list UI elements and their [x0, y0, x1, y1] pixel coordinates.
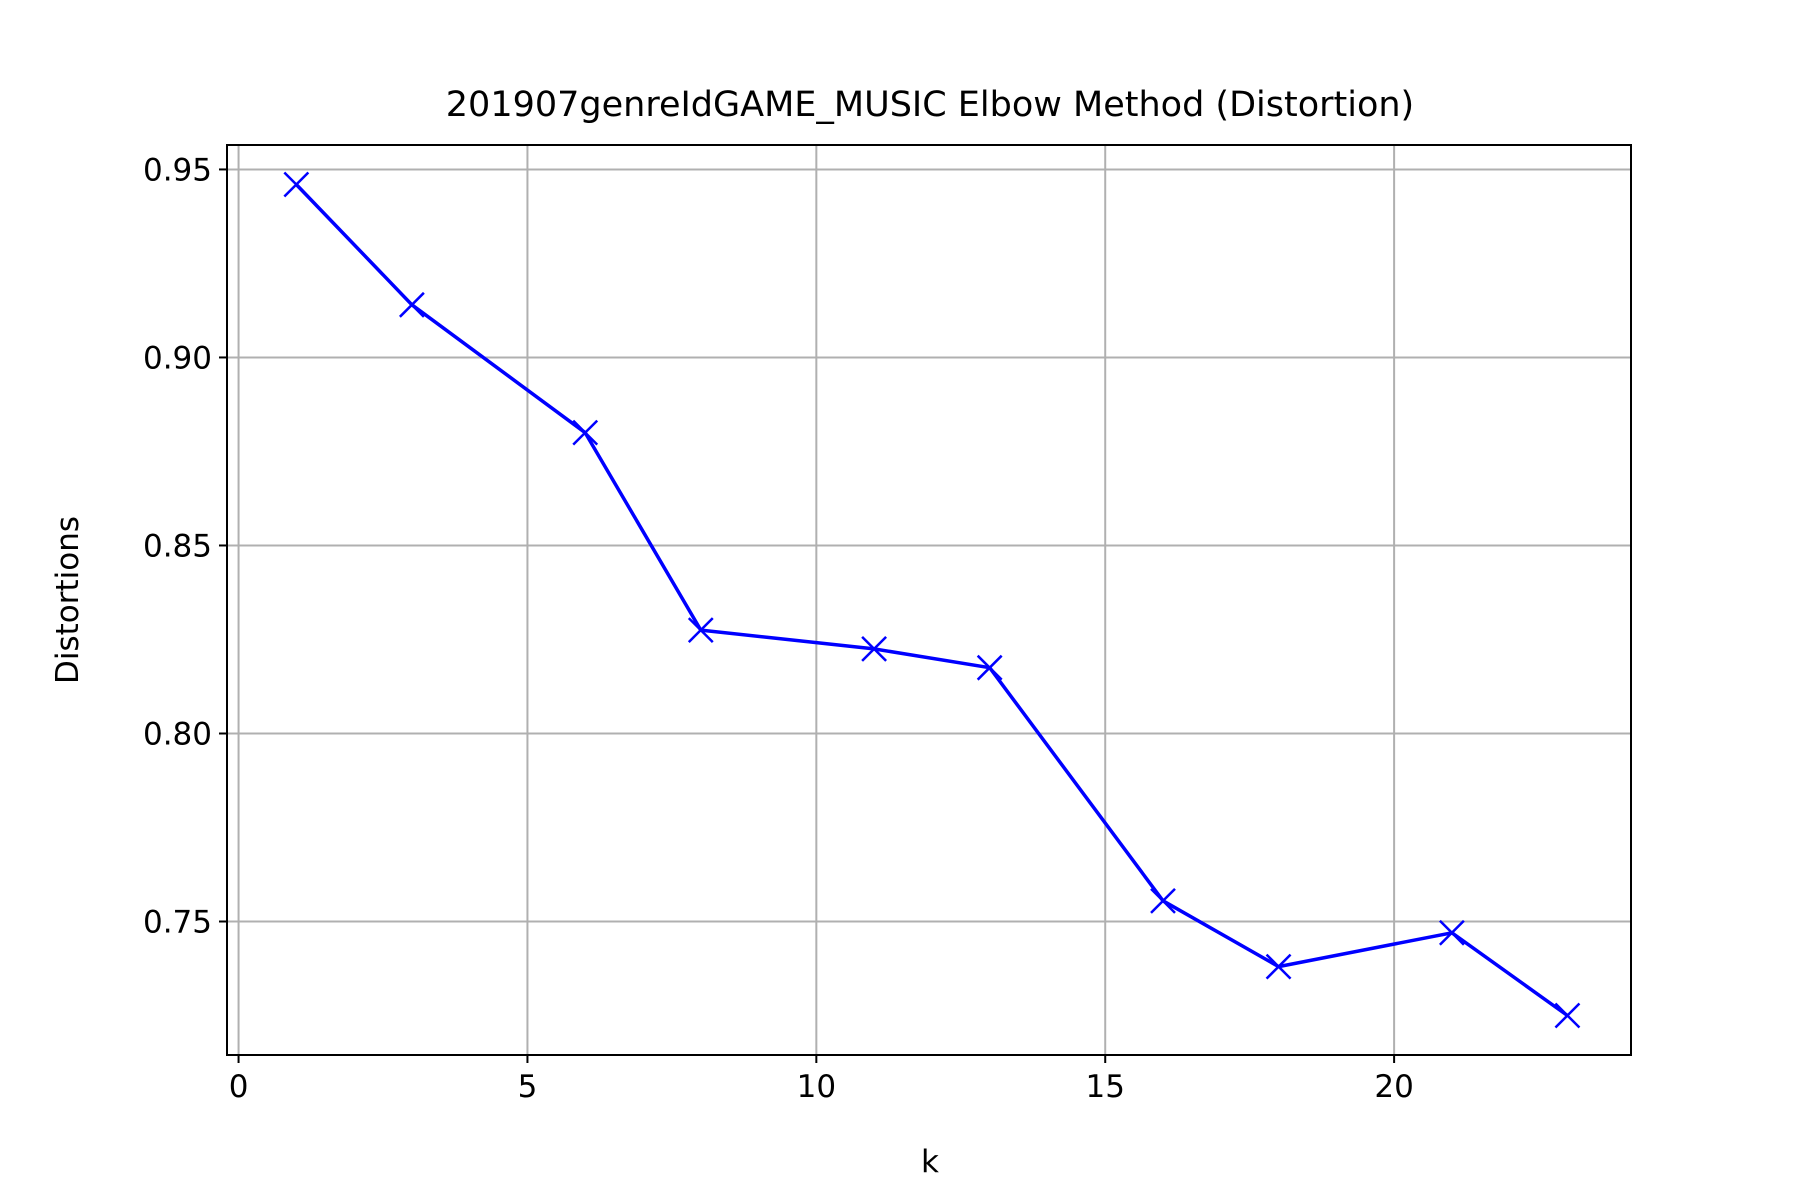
data-point-marker	[687, 617, 714, 643]
y-tick-label: 0.85	[143, 528, 212, 564]
y-tick-label: 0.75	[143, 905, 212, 941]
x-tick-label: 20	[1374, 1069, 1413, 1105]
x-tick-label: 10	[797, 1069, 836, 1105]
y-axis-label: Distortions	[50, 516, 86, 684]
data-point-marker	[1554, 1002, 1581, 1029]
x-tick-label: 5	[518, 1069, 538, 1105]
chart-title: 201907genreIdGAME_MUSIC Elbow Method (Di…	[446, 85, 1414, 125]
x-tick-label: 15	[1085, 1069, 1124, 1105]
y-tick-label: 0.80	[143, 716, 212, 752]
data-point-marker	[1150, 887, 1176, 914]
data-point-marker	[572, 419, 599, 446]
y-axis: 0.75 0.80 0.85 0.90 0.95	[143, 152, 227, 941]
data-point-marker	[1265, 953, 1292, 980]
x-axis-label: k	[921, 1144, 939, 1180]
y-tick-label: 0.95	[143, 152, 212, 188]
series-line	[295, 183, 1569, 1017]
y-tick-label: 0.90	[143, 340, 212, 376]
data-point-marker	[283, 171, 310, 198]
data-point-marker	[399, 291, 425, 318]
x-tick-label: 0	[229, 1069, 249, 1105]
grid	[227, 145, 1631, 1055]
series-layer	[283, 171, 1581, 1029]
data-point-marker	[861, 636, 887, 662]
x-axis: 0 5 10 15 20	[229, 1055, 1414, 1105]
plot-frame	[226, 144, 1632, 1056]
data-point-marker	[976, 654, 1003, 681]
data-point-marker	[1439, 919, 1465, 946]
